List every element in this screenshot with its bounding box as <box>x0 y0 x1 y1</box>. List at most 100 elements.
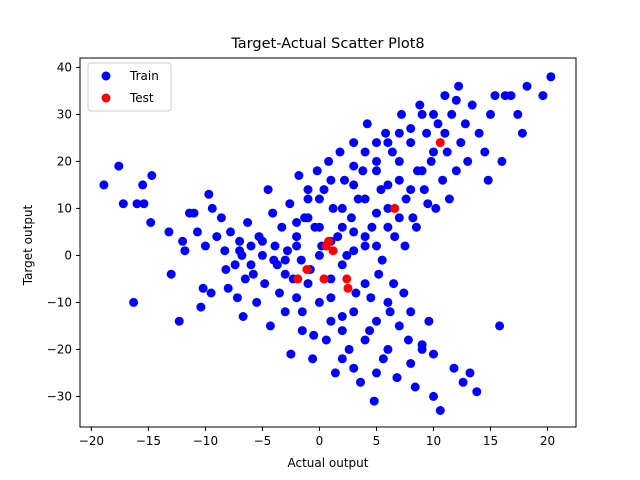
data-point-train <box>447 109 457 119</box>
data-point-train <box>356 377 365 387</box>
data-point-train <box>216 213 226 223</box>
data-point-train <box>376 185 386 195</box>
data-point-train <box>344 344 354 354</box>
data-point-train <box>383 180 393 190</box>
data-point-train <box>328 203 338 213</box>
data-point-test <box>319 274 329 284</box>
data-point-test <box>343 283 353 293</box>
data-point-train <box>232 293 242 303</box>
data-point-train <box>349 227 359 237</box>
data-point-train <box>406 138 416 148</box>
data-point-train <box>132 199 142 209</box>
data-point-train <box>303 279 313 289</box>
x-tick-label: −5 <box>254 434 272 448</box>
data-point-train <box>360 241 370 251</box>
data-point-train <box>346 213 356 223</box>
x-tick-label: 0 <box>316 434 324 448</box>
data-point-train <box>139 199 149 209</box>
data-point-train <box>292 293 302 303</box>
data-point-train <box>138 180 148 190</box>
data-point-train <box>246 241 256 251</box>
data-point-train <box>326 316 336 326</box>
data-point-test <box>342 274 352 284</box>
data-point-train <box>385 307 395 317</box>
data-point-train <box>235 246 245 256</box>
data-point-train <box>367 222 377 232</box>
data-point-train <box>480 147 490 157</box>
data-point-train <box>383 297 393 307</box>
data-point-test <box>302 265 312 274</box>
series-test <box>293 138 445 293</box>
data-point-train <box>324 156 334 166</box>
data-point-train <box>308 354 318 364</box>
data-point-train <box>235 236 245 246</box>
data-point-train <box>394 156 404 166</box>
data-point-train <box>374 269 384 279</box>
data-point-train <box>415 100 425 110</box>
data-point-train <box>337 326 347 336</box>
y-axis-label: Target output <box>21 204 35 286</box>
data-point-train <box>280 255 290 265</box>
data-point-train <box>360 147 370 157</box>
data-point-train <box>472 387 482 397</box>
data-point-train <box>442 147 452 157</box>
data-point-train <box>383 344 393 354</box>
data-point-train <box>465 368 475 378</box>
data-point-train <box>147 171 157 180</box>
data-point-train <box>383 222 393 232</box>
data-point-train <box>200 241 210 251</box>
data-point-train <box>342 250 352 260</box>
data-point-test <box>293 274 303 284</box>
data-point-train <box>397 109 406 119</box>
data-point-train <box>260 279 270 289</box>
data-point-train <box>495 321 505 331</box>
data-point-train <box>297 307 307 317</box>
data-point-train <box>257 236 267 246</box>
data-point-train <box>390 232 400 242</box>
data-point-train <box>433 119 443 129</box>
data-point-train <box>358 166 368 176</box>
data-point-train <box>303 185 313 195</box>
data-point-train <box>451 166 461 176</box>
data-point-train <box>196 302 206 312</box>
data-point-train <box>270 241 280 251</box>
data-point-train <box>275 288 284 298</box>
data-point-train <box>372 368 381 378</box>
data-point-train <box>360 194 370 204</box>
data-point-train <box>458 377 468 387</box>
data-point-train <box>349 307 359 317</box>
data-point-train <box>399 288 409 298</box>
data-point-train <box>429 349 438 359</box>
data-point-train <box>411 222 421 232</box>
data-point-train <box>401 194 411 204</box>
data-point-train <box>440 91 450 101</box>
legend-label-train: Train <box>129 69 159 83</box>
data-point-train <box>292 218 302 227</box>
data-point-train <box>340 175 349 185</box>
data-point-train <box>349 363 359 373</box>
data-point-train <box>223 283 233 293</box>
data-point-train <box>248 269 258 279</box>
data-point-train <box>333 232 343 242</box>
data-point-train <box>277 222 287 232</box>
data-point-train <box>426 156 436 166</box>
data-point-train <box>360 279 370 289</box>
x-tick-label: 15 <box>483 434 498 448</box>
data-point-train <box>383 203 393 213</box>
data-point-train <box>314 297 324 307</box>
data-point-train <box>330 368 340 378</box>
data-point-train <box>372 156 381 166</box>
data-point-test <box>321 241 331 251</box>
x-tick-label: −15 <box>136 434 161 448</box>
data-point-train <box>394 175 404 185</box>
data-point-train <box>303 194 313 204</box>
data-point-train <box>435 406 445 415</box>
data-point-train <box>517 128 527 138</box>
data-point-train <box>490 91 500 101</box>
data-point-train <box>474 128 484 138</box>
data-point-train <box>349 138 359 148</box>
data-point-train <box>99 180 109 190</box>
y-tick-label: 20 <box>57 154 72 168</box>
data-point-train <box>240 274 250 284</box>
data-point-train <box>326 175 336 185</box>
